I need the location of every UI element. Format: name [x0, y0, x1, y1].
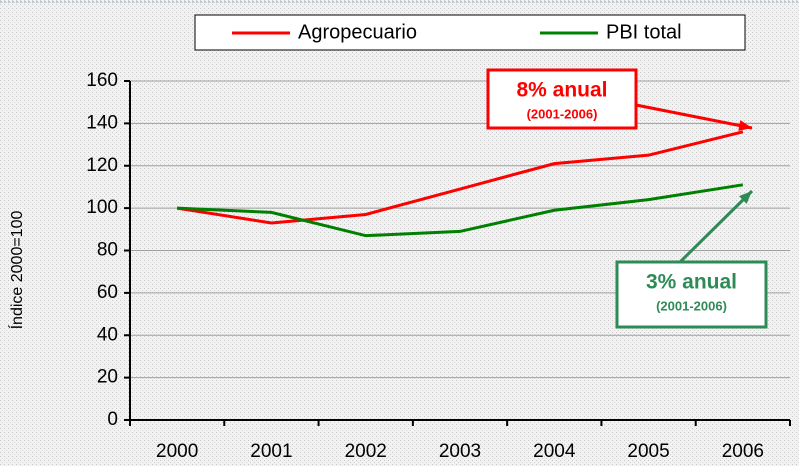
x-tick-label: 2000 — [156, 441, 198, 462]
annotation-text: 8% anual — [516, 79, 607, 102]
y-tick-label: 160 — [86, 70, 118, 91]
x-tick-label: 2002 — [345, 441, 387, 462]
annotation-arrow — [635, 103, 753, 130]
series-line — [176, 130, 744, 225]
y-tick-label: 0 — [107, 409, 118, 430]
y-tick-label: 140 — [86, 112, 118, 133]
annotation-box — [615, 260, 768, 329]
legend-label: Agropecuario — [298, 21, 417, 43]
series-line — [177, 183, 744, 238]
legend-label: PBI total — [606, 21, 682, 43]
annotation-arrow — [678, 189, 754, 264]
y-tick-label: 40 — [97, 324, 118, 345]
y-tick-label: 80 — [97, 240, 118, 261]
x-tick-label: 2005 — [627, 441, 669, 462]
y-tick-label: 60 — [97, 282, 118, 303]
annotation-arrowhead — [738, 120, 752, 131]
y-tick-label: 100 — [86, 197, 118, 218]
annotation-arrowhead — [738, 191, 752, 204]
x-tick-label: 2004 — [533, 441, 576, 462]
legend: Agropecuario PBI total — [194, 14, 746, 51]
y-tick-label: 20 — [97, 367, 118, 388]
annotation-subtext: (2001-2006) — [656, 298, 727, 313]
x-tick-label: 2006 — [722, 441, 764, 462]
y-tick-label: 120 — [86, 155, 118, 176]
x-tick-label: 2001 — [250, 441, 292, 462]
annotation-text: 3% anual — [646, 271, 737, 294]
annotation-subtext: (2001-2006) — [527, 106, 598, 121]
x-tick-label: 2003 — [439, 441, 481, 462]
annotation-box — [486, 68, 638, 130]
y-axis-label: Índice 2000=100 — [7, 211, 26, 330]
